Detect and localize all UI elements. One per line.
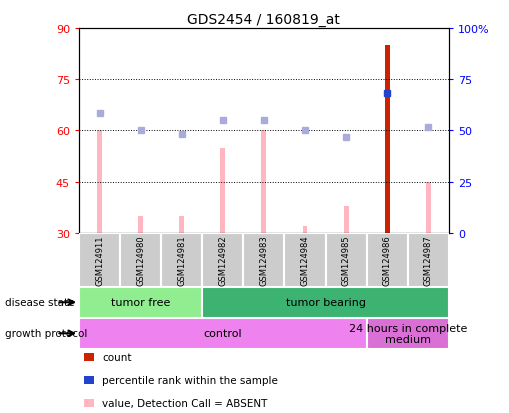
Text: control: control [203,328,242,339]
Bar [202,233,243,287]
Bar [425,182,430,233]
Bar [161,233,202,287]
Text: disease state: disease state [5,297,74,308]
Bar [220,148,225,233]
Bar [120,233,161,287]
Text: 24 hours in complete
medium: 24 hours in complete medium [348,323,466,344]
Bar [179,216,184,233]
Bar [343,206,348,233]
Text: value, Detection Call = ABSENT: value, Detection Call = ABSENT [102,398,267,408]
Title: GDS2454 / 160819_at: GDS2454 / 160819_at [187,12,340,26]
Bar [325,233,366,287]
Bar [384,46,389,233]
Bar [79,233,120,287]
Bar [243,233,284,287]
Bar [261,131,266,233]
Text: growth protocol: growth protocol [5,328,88,339]
Text: GSM124984: GSM124984 [300,235,309,285]
Text: GSM124986: GSM124986 [382,235,391,285]
Bar [302,226,307,233]
Text: count: count [102,352,131,362]
Bar [407,233,448,287]
Text: GSM124981: GSM124981 [177,235,186,285]
Text: GSM124982: GSM124982 [218,235,227,285]
Bar [79,318,366,349]
Bar [97,131,102,233]
Bar [366,233,407,287]
Text: GSM124911: GSM124911 [95,235,104,285]
Bar [384,46,389,233]
Bar [366,318,448,349]
Text: GSM124985: GSM124985 [341,235,350,285]
Bar [138,216,143,233]
Text: GSM124980: GSM124980 [136,235,145,285]
Text: GSM124983: GSM124983 [259,235,268,285]
Text: tumor bearing: tumor bearing [285,297,365,308]
Bar [284,233,325,287]
Text: percentile rank within the sample: percentile rank within the sample [102,375,277,385]
Bar [79,287,202,318]
Text: tumor free: tumor free [111,297,170,308]
Text: GSM124987: GSM124987 [423,235,432,285]
Bar [202,287,448,318]
